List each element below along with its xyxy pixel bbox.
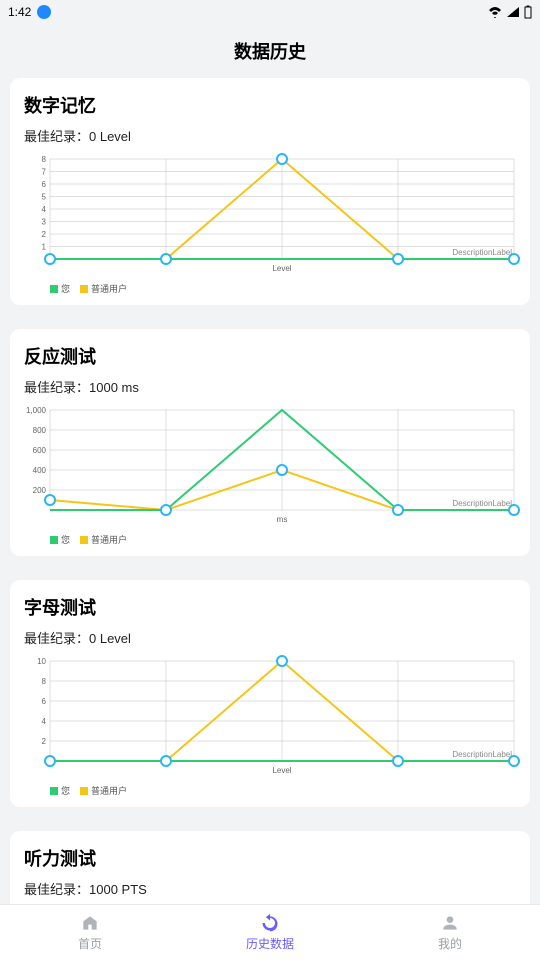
svg-text:10: 10 [37, 657, 46, 666]
home-icon [80, 913, 100, 933]
svg-text:4: 4 [42, 205, 47, 214]
wifi-icon [488, 6, 502, 18]
chart-card: 字母测试最佳纪录：0 Level 2 4 6 8 10 DescriptionLabel Le… [10, 580, 530, 807]
svg-text:6: 6 [42, 180, 47, 189]
svg-text:Level: Level [272, 766, 291, 775]
card-subtitle: 最佳纪录：0 Level [24, 628, 520, 647]
status-right-icons [488, 5, 532, 19]
status-time: 1:42 [8, 5, 31, 19]
svg-text:DescriptionLabel: DescriptionLabel [452, 248, 512, 257]
chart: 2 4 6 8 10 DescriptionLabel Level [20, 655, 520, 775]
page-header: 数据历史 [0, 24, 540, 78]
svg-text:8: 8 [42, 677, 47, 686]
card-title: 字母测试 [24, 594, 520, 620]
card-subtitle: 最佳纪录：0 Level [24, 126, 520, 145]
battery-icon [524, 5, 532, 19]
content-scroll[interactable]: 数字记忆最佳纪录：0 Level 1 2 3 4 5 6 7 8 DescriptionLabel… [0, 78, 540, 904]
svg-text:7: 7 [42, 168, 47, 177]
svg-text:4: 4 [42, 717, 47, 726]
nav-mine-label: 我的 [438, 935, 462, 952]
svg-text:8: 8 [42, 155, 47, 164]
card-subtitle: 最佳纪录：1000 PTS [24, 879, 520, 898]
svg-text:5: 5 [42, 193, 47, 202]
svg-text:200: 200 [33, 486, 47, 495]
chart-card: 数字记忆最佳纪录：0 Level 1 2 3 4 5 6 7 8 DescriptionLabel… [10, 78, 530, 305]
legend-avg: 普通用户 [80, 282, 127, 295]
svg-text:1,000: 1,000 [26, 406, 47, 415]
chart: 1 2 3 4 5 6 7 8 DescriptionLabel Level [20, 153, 520, 273]
profile-icon [440, 913, 460, 933]
legend-you: 您 [50, 282, 70, 295]
svg-text:DescriptionLabel: DescriptionLabel [452, 750, 512, 759]
card-title: 数字记忆 [24, 92, 520, 118]
status-notification-dot [37, 5, 51, 19]
svg-text:6: 6 [42, 697, 47, 706]
nav-history[interactable]: 历史数据 [180, 905, 360, 960]
svg-text:2: 2 [42, 230, 47, 239]
page-title: 数据历史 [234, 38, 306, 64]
history-icon [260, 913, 280, 933]
legend-avg: 普通用户 [80, 533, 127, 546]
svg-text:ms: ms [277, 515, 288, 524]
svg-text:400: 400 [33, 466, 47, 475]
status-bar: 1:42 [0, 0, 540, 24]
bottom-nav: 首页 历史数据 我的 [0, 904, 540, 960]
card-title: 听力测试 [24, 845, 520, 871]
chart-legend: 您普通用户 [20, 278, 520, 295]
svg-text:600: 600 [33, 446, 47, 455]
chart-card: 听力测试最佳纪录：1000 PTS2004006008001,000Descri… [10, 831, 530, 904]
signal-icon [506, 6, 520, 18]
svg-text:1: 1 [42, 243, 47, 252]
legend-you: 您 [50, 784, 70, 797]
chart-legend: 您普通用户 [20, 529, 520, 546]
svg-text:Level: Level [272, 264, 291, 273]
nav-history-label: 历史数据 [246, 935, 294, 952]
chart-legend: 您普通用户 [20, 780, 520, 797]
card-subtitle: 最佳纪录：1000 ms [24, 377, 520, 396]
nav-home-label: 首页 [78, 935, 102, 952]
svg-text:2: 2 [42, 737, 47, 746]
svg-text:DescriptionLabel: DescriptionLabel [452, 499, 512, 508]
nav-home[interactable]: 首页 [0, 905, 180, 960]
card-title: 反应测试 [24, 343, 520, 369]
legend-avg: 普通用户 [80, 784, 127, 797]
svg-text:3: 3 [42, 218, 47, 227]
nav-mine[interactable]: 我的 [360, 905, 540, 960]
chart-card: 反应测试最佳纪录：1000 ms 200 400 600 800 1,000 Descrip… [10, 329, 530, 556]
legend-you: 您 [50, 533, 70, 546]
svg-text:800: 800 [33, 426, 47, 435]
chart: 200 400 600 800 1,000 DescriptionLabel ms [20, 404, 520, 524]
